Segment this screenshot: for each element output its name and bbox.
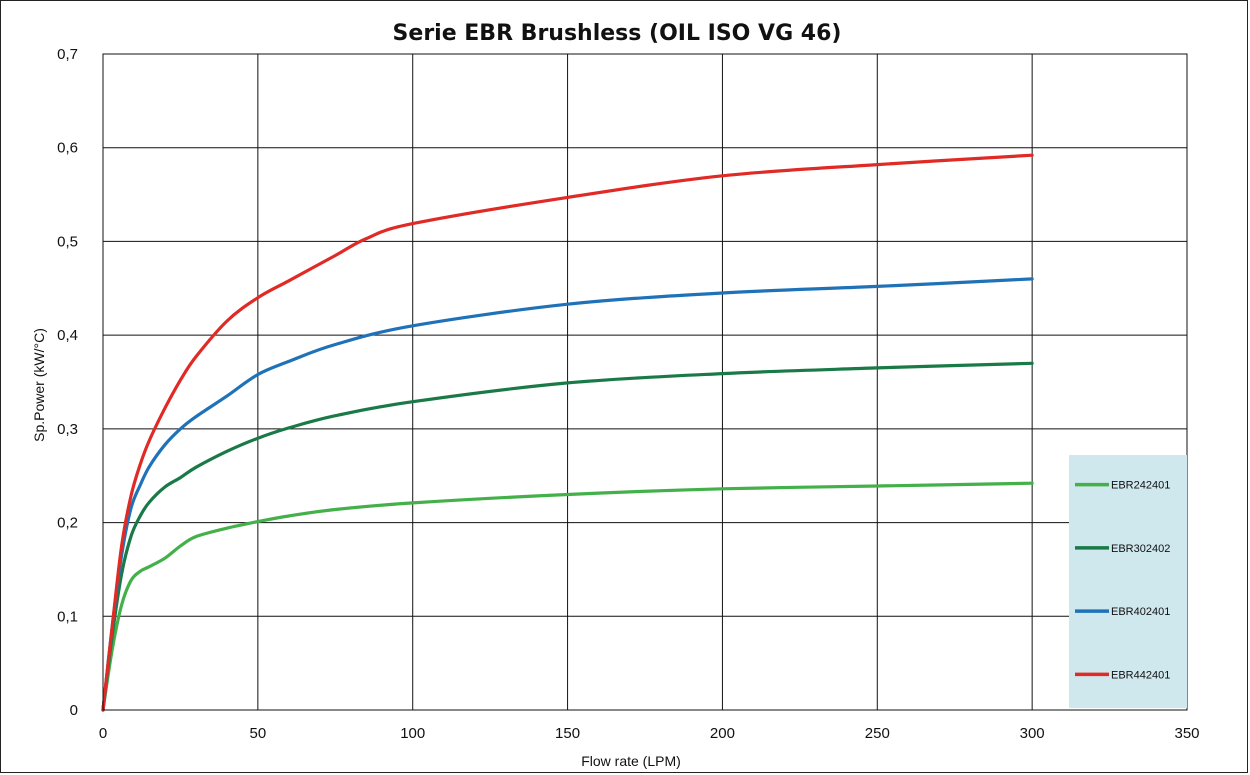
y-tick-label: 0,3 <box>57 421 78 438</box>
x-tick-label: 50 <box>250 725 267 742</box>
grid <box>102 53 1188 711</box>
y-tick-labels: 0 0,1 0,2 0,3 0,4 0,5 0,6 0,7 <box>57 46 78 719</box>
y-tick-label: 0,2 <box>57 515 78 532</box>
y-axis-label: Sp.Power (kW/°C) <box>31 328 47 442</box>
x-tick-label: 200 <box>710 725 735 742</box>
series-line-ebr442401 <box>101 153 1034 712</box>
y-tick-label: 0 <box>70 702 78 719</box>
legend-label-ebr402401: EBR402401 <box>1111 606 1170 618</box>
x-tick-label: 350 <box>1174 725 1199 742</box>
series-layer <box>101 153 1034 712</box>
y-tick-label: 0,6 <box>57 140 78 157</box>
plot-area <box>102 53 1188 711</box>
y-tick-label: 0,4 <box>57 327 78 344</box>
x-tick-labels: 0 50 100 150 200 250 300 350 <box>99 725 1200 742</box>
x-tick-label: 150 <box>555 725 580 742</box>
series-line-ebr402401 <box>101 277 1034 712</box>
series-line-ebr302402 <box>101 361 1034 712</box>
legend-label-ebr242401: EBR242401 <box>1111 480 1170 492</box>
x-axis-label: Flow rate (LPM) <box>581 753 681 769</box>
x-tick-label: 300 <box>1020 725 1045 742</box>
y-tick-label: 0,1 <box>57 608 78 625</box>
x-tick-label: 100 <box>400 725 425 742</box>
x-tick-label: 250 <box>865 725 890 742</box>
series-line-ebr242401 <box>101 481 1034 712</box>
legend: EBR242401 EBR302402 EBR402401 EBR442401 <box>1069 455 1187 708</box>
y-tick-label: 0,7 <box>57 46 78 63</box>
chart-title: Serie EBR Brushless (OIL ISO VG 46) <box>393 21 842 46</box>
y-tick-label: 0,5 <box>57 233 78 250</box>
legend-box <box>1069 455 1187 708</box>
x-tick-label: 0 <box>99 725 107 742</box>
legend-label-ebr302402: EBR302402 <box>1111 543 1170 555</box>
legend-label-ebr442401: EBR442401 <box>1111 669 1170 681</box>
